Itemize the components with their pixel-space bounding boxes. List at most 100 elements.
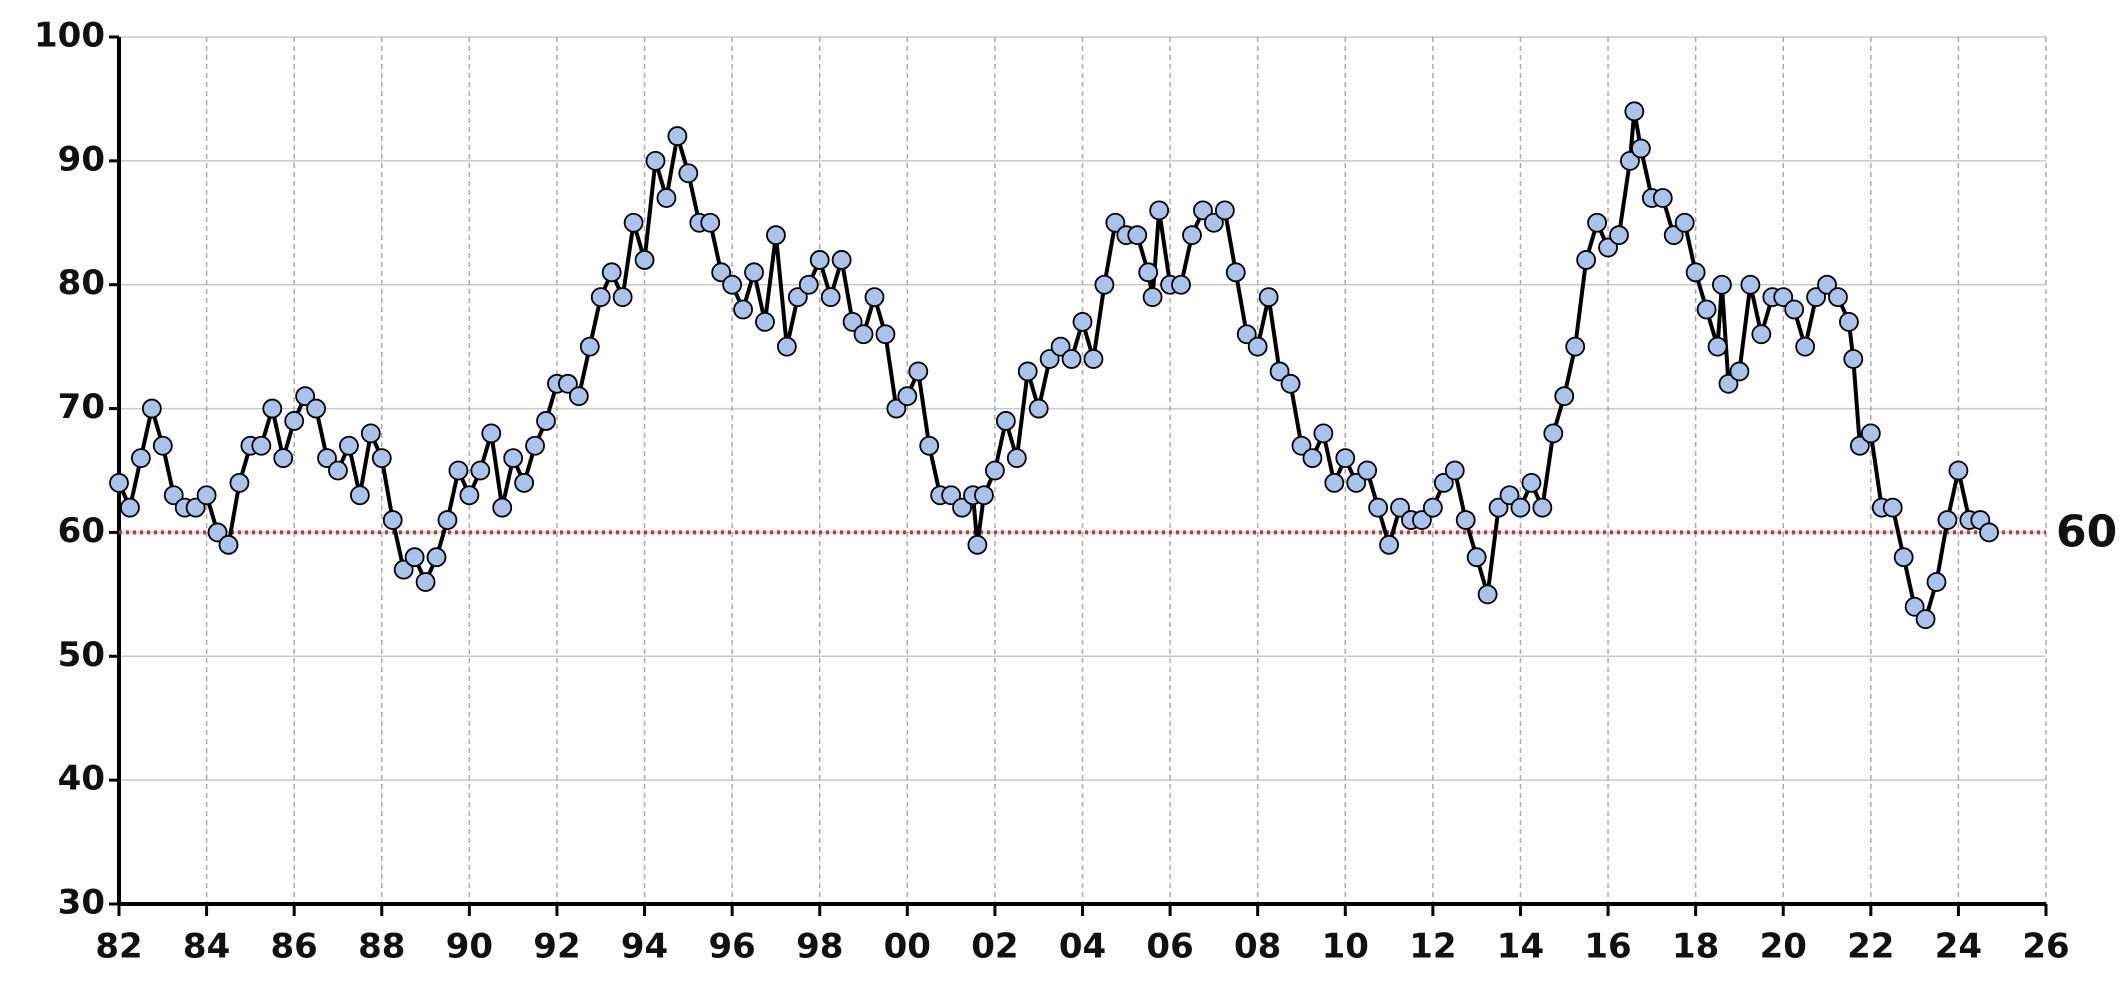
data-point: [481, 423, 502, 444]
data-point: [1379, 534, 1399, 555]
data-point: [1280, 373, 1301, 394]
data-point: [470, 460, 491, 481]
data-point: [1006, 448, 1027, 469]
y-tick-label: 50: [58, 635, 105, 675]
y-tick-label: 70: [58, 387, 105, 427]
data-point: [1017, 361, 1038, 382]
x-tick-label: 12: [1409, 927, 1456, 967]
data-point: [1499, 485, 1520, 506]
data-point: [1696, 299, 1717, 320]
x-tick-label: 92: [533, 927, 580, 967]
data-point: [1576, 250, 1597, 270]
data-point: [1368, 497, 1389, 518]
data-point: [1740, 274, 1761, 295]
data-point: [393, 559, 414, 580]
data-point: [1313, 423, 1334, 444]
x-tick-label: 18: [1672, 927, 1719, 967]
data-point: [1466, 547, 1487, 568]
data-point: [634, 250, 655, 270]
data-point: [503, 448, 524, 469]
data-point: [1225, 262, 1246, 283]
data-point: [1061, 349, 1082, 369]
data-point: [306, 398, 326, 419]
data-point: [612, 287, 633, 308]
x-tick-label: 00: [884, 927, 931, 967]
x-tick-label: 86: [271, 927, 318, 967]
x-tick-label: 94: [621, 927, 668, 967]
data-point: [185, 497, 206, 518]
data-point: [1979, 522, 1999, 543]
data-point: [590, 287, 611, 308]
data-point: [1915, 609, 1936, 630]
data-point: [645, 150, 666, 171]
data-point: [601, 262, 622, 283]
data-point: [141, 398, 162, 419]
data-point: [798, 274, 819, 295]
data-point: [328, 460, 348, 481]
data-point: [1904, 596, 1925, 617]
data-point: [382, 510, 403, 530]
data-point: [1050, 336, 1071, 357]
data-point: [1324, 472, 1345, 493]
data-point: [426, 547, 447, 568]
data-point: [459, 485, 480, 506]
x-tick-label: 82: [95, 927, 142, 967]
data-point: [317, 448, 337, 469]
data-point: [1335, 448, 1356, 469]
data-point: [1817, 274, 1837, 295]
data-point: [1412, 510, 1432, 530]
data-point: [1843, 349, 1864, 369]
x-tick-label: 16: [1584, 927, 1631, 967]
data-point: [262, 398, 283, 419]
data-point: [163, 485, 184, 506]
y-tick-label: 30: [58, 883, 105, 923]
data-point: [820, 287, 841, 308]
data-point: [776, 336, 797, 357]
y-tick-label: 80: [58, 263, 105, 303]
data-point: [1652, 188, 1673, 208]
data-point: [120, 497, 140, 518]
data-point: [1083, 349, 1104, 369]
data-point: [1488, 497, 1509, 518]
data-point: [1302, 448, 1323, 469]
data-point: [1291, 435, 1312, 456]
data-point: [1554, 386, 1575, 407]
data-point: [952, 497, 972, 518]
data-point: [1072, 311, 1093, 332]
data-point: [536, 411, 556, 431]
data-point: [711, 262, 732, 283]
data-point: [787, 287, 808, 308]
data-point: [1521, 472, 1542, 493]
x-tick-label: 98: [796, 927, 843, 967]
data-point: [967, 534, 988, 555]
data-point: [908, 361, 929, 382]
data-point: [1882, 497, 1903, 518]
data-point: [1236, 324, 1257, 345]
data-point: [558, 373, 578, 394]
data-point: [1860, 423, 1881, 444]
data-point: [842, 311, 863, 332]
data-point: [1433, 472, 1454, 493]
y-tick-label: 40: [58, 759, 105, 799]
data-point: [1773, 287, 1794, 308]
data-point: [514, 472, 535, 493]
data-point: [415, 572, 436, 592]
data-point: [492, 497, 513, 518]
data-point: [995, 411, 1016, 431]
data-point: [1028, 398, 1049, 419]
data-point: [284, 411, 305, 431]
data-point: [667, 126, 688, 146]
data-point: [919, 435, 940, 456]
data-point: [1587, 212, 1607, 233]
data-point: [1105, 212, 1126, 233]
data-point: [1620, 150, 1640, 171]
data-point: [1630, 138, 1651, 159]
data-point: [1609, 225, 1629, 246]
data-point: [1455, 510, 1476, 530]
data-point: [886, 398, 907, 419]
data-point: [1094, 274, 1115, 295]
data-point: [1806, 287, 1826, 308]
data-point: [1712, 274, 1732, 295]
x-tick-label: 02: [971, 927, 1018, 967]
data-point: [1357, 460, 1378, 481]
